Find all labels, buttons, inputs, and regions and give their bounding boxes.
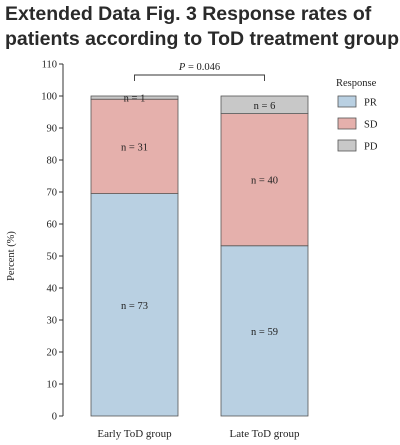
bar-pr: [90, 193, 179, 417]
x-category-label: Early ToD group: [97, 428, 172, 440]
figure-title-line-2: patients according to ToD treatment grou…: [5, 28, 400, 50]
legend-swatch-pd: [337, 139, 357, 152]
bar-count-label: n = 6: [254, 101, 276, 112]
figure-title-line-1: Extended Data Fig. 3 Response rates of: [5, 3, 372, 25]
figure-title: Extended Data Fig. 3 Response rates of p…: [5, 2, 400, 52]
bar-count-label: n = 31: [121, 142, 148, 153]
bar-count-label: n = 73: [121, 301, 148, 312]
legend-label-pr: PR: [364, 98, 377, 109]
y-tick-label: 60: [47, 220, 58, 231]
bar-sd: [220, 113, 309, 247]
axes: 0 10 20 30 40 50 60 70 80 90 100 110 Percent (%): [6, 60, 64, 423]
y-tick-label: 20: [47, 348, 58, 359]
y-tick-label: 40: [47, 284, 58, 295]
legend-swatch-pr: [337, 95, 357, 108]
y-tick-label: 70: [47, 188, 58, 199]
y-tick-label: 10: [47, 380, 58, 391]
y-tick-label: 0: [52, 412, 57, 423]
y-tick-label: 80: [47, 156, 58, 167]
y-tick-label: 90: [47, 124, 58, 135]
y-tick-label: 50: [47, 252, 58, 263]
legend-title: Response: [336, 78, 377, 89]
y-tick-label: 30: [47, 316, 58, 327]
x-category-label: Late ToD group: [230, 428, 300, 440]
legend-label-pd: PD: [364, 142, 378, 153]
y-axis-label: Percent (%): [6, 231, 17, 281]
legend-label-sd: SD: [364, 120, 378, 131]
bar-count-label: n = 40: [251, 176, 278, 187]
bar-pd: [90, 95, 179, 100]
significance-bracket: [134, 74, 265, 81]
y-tick-label: 110: [42, 60, 57, 71]
bar-pd: [220, 95, 309, 115]
bars: n = 73 n = 31 n = 1 Early ToD group n = 59 n …: [90, 94, 309, 440]
legend-swatch-sd: [337, 117, 357, 130]
bar-count-label: n = 1: [124, 94, 146, 105]
legend: Response PR SD PD: [336, 78, 378, 153]
bar-count-label: n = 59: [251, 327, 278, 338]
y-tick-label: 100: [41, 92, 57, 103]
significance-annotation: P = 0.046: [134, 62, 265, 81]
p-value-label: P = 0.046: [178, 62, 220, 73]
